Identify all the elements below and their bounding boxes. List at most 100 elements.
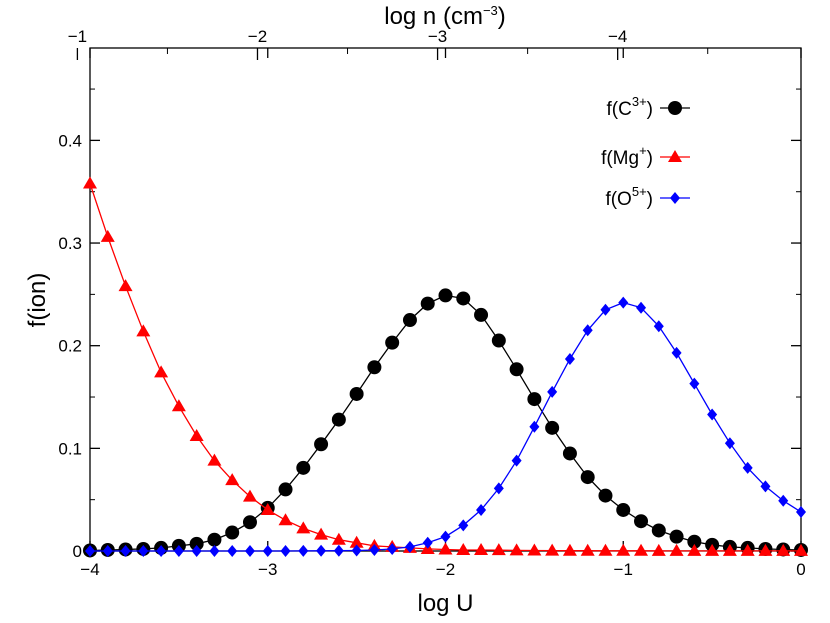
data-point — [511, 454, 522, 467]
data-point — [545, 420, 560, 435]
data-point — [207, 453, 222, 466]
data-point — [278, 482, 293, 497]
data-point — [385, 335, 400, 350]
data-point — [458, 519, 469, 532]
data-point — [349, 535, 364, 548]
legend-label-base: f(Mg — [601, 148, 639, 169]
x-tick-label: −3 — [258, 560, 277, 579]
data-point — [491, 333, 506, 348]
top-axis-title-exponent: −3 — [483, 3, 498, 18]
data-point — [564, 353, 575, 366]
series-line — [89, 294, 802, 552]
data-point — [527, 543, 542, 556]
data-point — [296, 521, 311, 534]
data-point — [651, 523, 666, 538]
data-point — [331, 532, 346, 545]
y-tick-label: 0 — [73, 542, 82, 561]
data-point — [474, 307, 489, 322]
data-point — [189, 536, 204, 551]
top-tick-label: −2 — [248, 27, 267, 46]
series-circle — [83, 288, 808, 558]
data-point — [796, 505, 806, 518]
data-point — [653, 320, 664, 333]
data-point — [189, 429, 204, 442]
data-point — [118, 279, 133, 292]
top-axis-title: log n (cm−3) — [384, 3, 506, 30]
data-point — [669, 529, 684, 544]
legend-label: f(O5+) — [605, 184, 653, 210]
data-point — [349, 386, 364, 401]
data-point — [509, 543, 524, 556]
data-point — [387, 542, 398, 555]
data-point — [493, 482, 504, 495]
data-point — [333, 544, 344, 557]
data-point — [529, 420, 540, 433]
legend: f(C3+) f(Mg+) f(O5+) — [601, 94, 690, 210]
legend-label-base: f(O — [605, 189, 631, 210]
data-point — [582, 324, 593, 337]
data-point — [616, 502, 631, 517]
data-point — [314, 527, 329, 540]
data-point — [262, 545, 273, 557]
data-point — [404, 540, 415, 553]
data-point — [687, 543, 702, 556]
data-point — [509, 362, 524, 377]
data-point — [260, 502, 275, 515]
top-tick-label: −1 — [68, 27, 87, 46]
data-point — [209, 545, 220, 557]
data-point — [707, 408, 718, 421]
series-line — [89, 183, 801, 552]
x-axis-title: log U — [417, 590, 473, 617]
x-tick-label: −2 — [436, 560, 455, 579]
data-point — [456, 291, 471, 306]
data-point — [778, 494, 789, 507]
data-point — [742, 461, 753, 474]
data-point — [314, 437, 329, 452]
data-point — [580, 470, 595, 485]
data-point — [120, 545, 131, 557]
data-point — [351, 544, 362, 557]
data-point — [171, 399, 186, 412]
data-point — [154, 365, 169, 378]
data-point — [636, 301, 647, 314]
y-axis-title: f(ion) — [24, 273, 51, 328]
data-point — [440, 530, 451, 543]
legend-label-charge: + — [639, 143, 647, 158]
data-point — [242, 489, 257, 502]
data-point — [740, 543, 755, 556]
data-point — [724, 437, 735, 450]
legend-label-charge: 3+ — [632, 94, 647, 109]
series-triangle — [83, 176, 808, 556]
data-point — [722, 543, 737, 556]
data-point — [618, 296, 629, 309]
data-point — [316, 544, 327, 557]
data-point — [776, 543, 791, 556]
data-point — [227, 545, 238, 557]
data-point — [600, 303, 611, 316]
legend-label-charge: 5+ — [632, 184, 647, 199]
data-point — [616, 543, 631, 556]
legend-label: f(C3+) — [607, 94, 653, 120]
data-point — [598, 488, 613, 503]
data-point — [758, 543, 773, 556]
data-point — [225, 473, 240, 486]
data-point — [651, 543, 666, 556]
data-point — [527, 392, 542, 407]
data-point — [242, 515, 257, 530]
data-point — [669, 543, 684, 556]
legend-item: f(Mg+) — [601, 143, 690, 169]
top-axis-title-base: log n (cm — [384, 3, 483, 30]
data-point — [687, 534, 702, 549]
data-point — [156, 545, 167, 557]
y-tick-label: 0.1 — [58, 439, 82, 458]
data-point — [634, 543, 649, 556]
series-diamond — [85, 296, 806, 557]
top-tick-label: −3 — [428, 27, 447, 46]
data-point — [476, 503, 487, 516]
data-point — [491, 543, 506, 556]
legend-label: f(Mg+) — [601, 143, 653, 169]
data-point — [562, 543, 577, 556]
data-point — [102, 545, 113, 557]
data-point — [580, 543, 595, 556]
